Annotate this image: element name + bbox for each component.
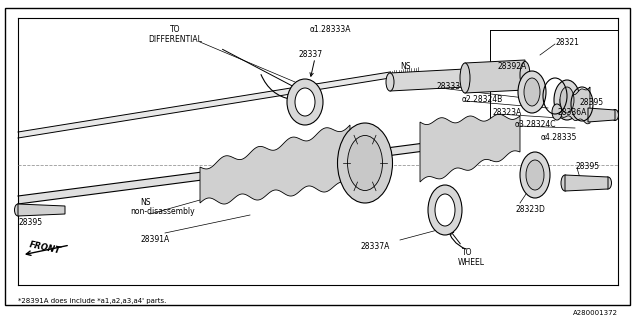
Text: FRONT: FRONT	[28, 240, 61, 255]
Text: 28333: 28333	[436, 82, 460, 91]
Text: non-disassembly: non-disassembly	[130, 207, 195, 216]
Ellipse shape	[518, 71, 546, 113]
Polygon shape	[565, 175, 608, 191]
Polygon shape	[18, 204, 65, 216]
Polygon shape	[390, 69, 465, 91]
Text: *28391A does include *a1,a2,a3,a4' parts.: *28391A does include *a1,a2,a3,a4' parts…	[18, 298, 166, 304]
Ellipse shape	[520, 152, 550, 198]
Text: 28337: 28337	[298, 50, 322, 59]
Text: NS: NS	[400, 62, 410, 71]
Ellipse shape	[15, 204, 22, 216]
Text: 28323A: 28323A	[492, 108, 521, 117]
Text: 28395: 28395	[575, 162, 599, 171]
Ellipse shape	[611, 109, 618, 121]
Text: 28336A: 28336A	[557, 108, 586, 117]
Text: 28321: 28321	[555, 38, 579, 47]
Text: α4.28335: α4.28335	[541, 133, 577, 142]
Ellipse shape	[526, 160, 544, 190]
Polygon shape	[200, 125, 350, 204]
Polygon shape	[18, 72, 390, 138]
Polygon shape	[18, 141, 440, 204]
Text: 28323D: 28323D	[515, 205, 545, 214]
Ellipse shape	[605, 177, 611, 189]
Text: 28395: 28395	[18, 218, 42, 227]
Ellipse shape	[584, 108, 591, 122]
Ellipse shape	[552, 104, 562, 120]
Ellipse shape	[561, 175, 569, 191]
Text: WHEEL: WHEEL	[458, 258, 485, 267]
Text: 28392A: 28392A	[497, 62, 526, 71]
Text: TO: TO	[462, 248, 472, 257]
Text: TO: TO	[170, 25, 180, 34]
Ellipse shape	[520, 61, 530, 89]
Text: α3.28324C: α3.28324C	[515, 120, 557, 129]
Ellipse shape	[460, 63, 470, 93]
Ellipse shape	[560, 87, 574, 113]
Ellipse shape	[337, 123, 392, 203]
Text: A280001372: A280001372	[573, 310, 618, 316]
Ellipse shape	[348, 135, 383, 190]
Text: 28337A: 28337A	[360, 242, 389, 251]
Polygon shape	[588, 108, 615, 122]
Text: α2.28324B: α2.28324B	[462, 95, 503, 104]
Ellipse shape	[386, 73, 394, 91]
Ellipse shape	[524, 78, 540, 106]
Text: DIFFERENTIAL: DIFFERENTIAL	[148, 35, 202, 44]
Text: 28395: 28395	[580, 98, 604, 107]
Text: α1.28333A: α1.28333A	[310, 25, 351, 34]
Ellipse shape	[461, 70, 469, 86]
Ellipse shape	[287, 79, 323, 125]
Text: NS: NS	[140, 198, 150, 207]
Polygon shape	[420, 114, 520, 182]
Ellipse shape	[435, 194, 455, 226]
Ellipse shape	[554, 80, 580, 120]
Polygon shape	[560, 87, 590, 124]
Ellipse shape	[295, 88, 315, 116]
Text: 28391A: 28391A	[140, 235, 169, 244]
Polygon shape	[465, 60, 525, 93]
Ellipse shape	[428, 185, 462, 235]
